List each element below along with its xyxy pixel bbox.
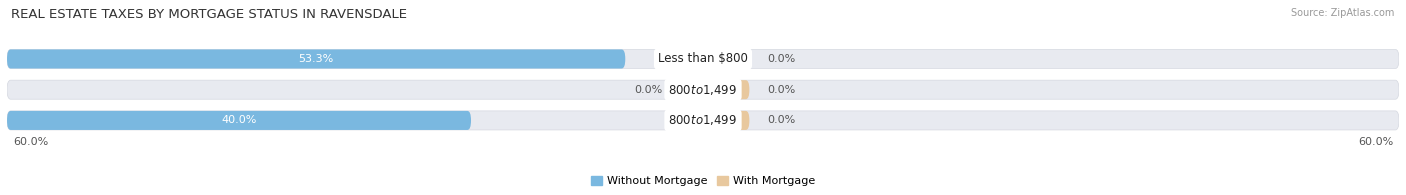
Text: 0.0%: 0.0%: [766, 54, 794, 64]
FancyBboxPatch shape: [7, 50, 626, 68]
Text: Less than $800: Less than $800: [658, 52, 748, 66]
Text: 40.0%: 40.0%: [221, 115, 257, 125]
FancyBboxPatch shape: [7, 80, 1399, 99]
Text: 0.0%: 0.0%: [766, 85, 794, 95]
Text: $800 to $1,499: $800 to $1,499: [668, 113, 738, 127]
Legend: Without Mortgage, With Mortgage: Without Mortgage, With Mortgage: [586, 171, 820, 191]
Text: 0.0%: 0.0%: [766, 115, 794, 125]
FancyBboxPatch shape: [703, 111, 749, 130]
Text: 60.0%: 60.0%: [1358, 137, 1393, 147]
FancyBboxPatch shape: [7, 111, 1399, 130]
FancyBboxPatch shape: [703, 80, 749, 99]
FancyBboxPatch shape: [703, 50, 749, 68]
Text: $800 to $1,499: $800 to $1,499: [668, 83, 738, 97]
FancyBboxPatch shape: [7, 111, 471, 130]
Text: 0.0%: 0.0%: [634, 85, 662, 95]
Text: 60.0%: 60.0%: [13, 137, 48, 147]
Text: 53.3%: 53.3%: [298, 54, 333, 64]
FancyBboxPatch shape: [7, 50, 1399, 68]
Text: REAL ESTATE TAXES BY MORTGAGE STATUS IN RAVENSDALE: REAL ESTATE TAXES BY MORTGAGE STATUS IN …: [11, 8, 408, 21]
Text: Source: ZipAtlas.com: Source: ZipAtlas.com: [1291, 8, 1395, 18]
